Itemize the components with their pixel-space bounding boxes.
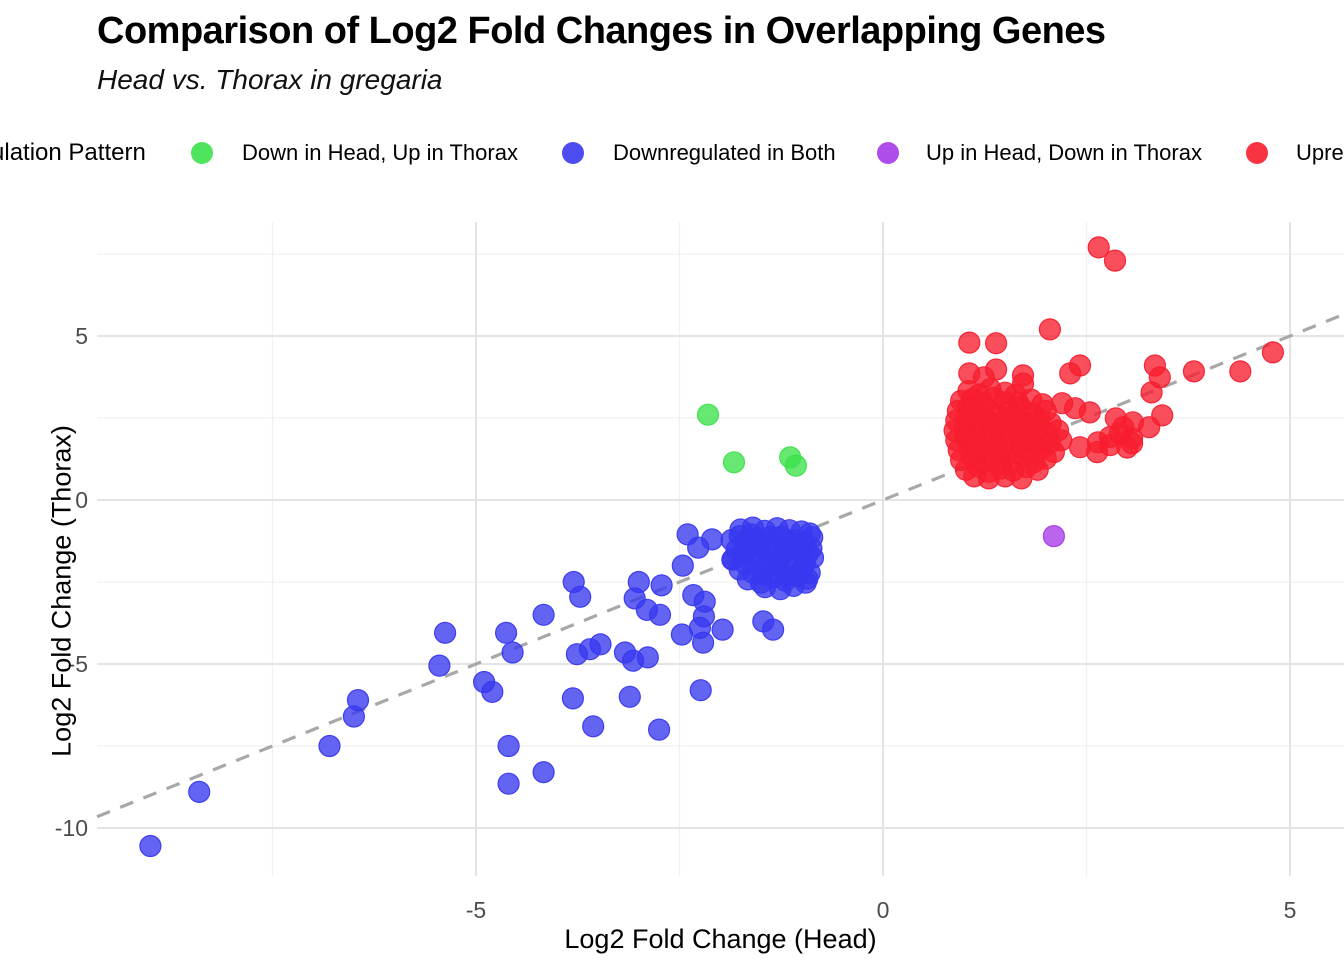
data-point (800, 537, 823, 560)
legend-dot-3 (877, 142, 899, 164)
legend-title: Regulation Pattern (0, 139, 146, 166)
data-point (569, 585, 592, 608)
data-point (1261, 341, 1285, 364)
data-point (751, 562, 774, 586)
data-point (691, 631, 715, 654)
data-point (689, 679, 712, 702)
legend-label-2: Downregulated in Both (613, 140, 836, 165)
data-point (428, 654, 451, 677)
data-point (318, 734, 341, 758)
series-upregulated-in-both (943, 236, 1285, 490)
data-point (1182, 360, 1206, 383)
data-point (636, 646, 659, 669)
data-point (693, 590, 716, 613)
y-axis-title: Log2 Fold Change (Thorax) (46, 425, 77, 757)
legend-label-3: Up in Head, Down in Thorax (926, 140, 1202, 165)
data-point (1103, 249, 1127, 272)
data-point (1087, 236, 1110, 259)
data-point (532, 603, 555, 626)
series-downregulated-in-both (139, 516, 825, 858)
data-point (627, 570, 650, 594)
tick-label: 0 (75, 487, 88, 513)
data-point (761, 618, 785, 641)
data-point (582, 715, 605, 738)
data-point (561, 687, 585, 710)
data-point (696, 403, 720, 426)
data-point (984, 332, 1008, 355)
data-point (670, 623, 694, 646)
data-point (739, 523, 763, 546)
data-point (1140, 381, 1163, 404)
data-point (671, 554, 694, 577)
data-point (958, 331, 981, 354)
axis-tick-labels: 5 0 -5 -10 -5 0 5 (55, 323, 1297, 923)
tick-label: -10 (55, 815, 88, 841)
legend: Regulation Pattern Down in Head, Up in T… (0, 131, 1344, 175)
tick-label: 5 (75, 323, 88, 349)
data-point (1229, 360, 1252, 383)
data-point (722, 451, 746, 474)
legend-dot-2 (562, 142, 584, 164)
series-down-in-head-up-in-thorax (696, 403, 808, 477)
data-point (139, 834, 162, 858)
x-axis-title: Log2 Fold Change (Head) (564, 924, 877, 954)
legend-label-4: Upregulated in Both (1296, 140, 1344, 165)
chart-subtitle: Head vs. Thorax in gregaria (97, 64, 443, 95)
data-point (1068, 436, 1092, 459)
data-point (1078, 401, 1101, 424)
legend-label-1: Down in Head, Up in Thorax (242, 140, 518, 165)
data-point (796, 567, 819, 590)
data-point (501, 641, 524, 664)
data-point (1121, 411, 1145, 434)
data-point (1068, 354, 1092, 377)
data-point (481, 680, 504, 704)
series-up-in-head-down-in-thorax (1042, 524, 1066, 548)
data-point (984, 358, 1008, 381)
data-point (711, 618, 734, 641)
data-point (589, 633, 612, 656)
legend-dot-1 (191, 142, 213, 164)
data-point (434, 621, 457, 644)
data-point (497, 772, 520, 795)
data-point (1038, 318, 1062, 341)
gridlines (97, 222, 1344, 876)
chart-title: Comparison of Log2 Fold Changes in Overl… (97, 10, 1106, 52)
data-point (1010, 467, 1033, 490)
data-point (1116, 436, 1139, 459)
tick-label: 0 (877, 897, 890, 923)
data-point (650, 574, 673, 597)
tick-label: -5 (68, 651, 88, 677)
legend-dot-4 (1246, 142, 1268, 164)
scatter-points (139, 236, 1285, 858)
data-point (1042, 524, 1066, 548)
data-point (647, 718, 671, 741)
tick-label: 5 (1284, 897, 1297, 923)
data-point (784, 454, 808, 477)
data-point (532, 761, 555, 784)
data-point (342, 705, 365, 728)
data-point (618, 685, 641, 708)
data-point (775, 564, 799, 587)
data-point (495, 621, 518, 644)
data-point (497, 734, 520, 758)
data-point (700, 528, 724, 551)
data-point (188, 780, 211, 804)
tick-label: -5 (466, 897, 486, 923)
data-point (648, 603, 672, 626)
